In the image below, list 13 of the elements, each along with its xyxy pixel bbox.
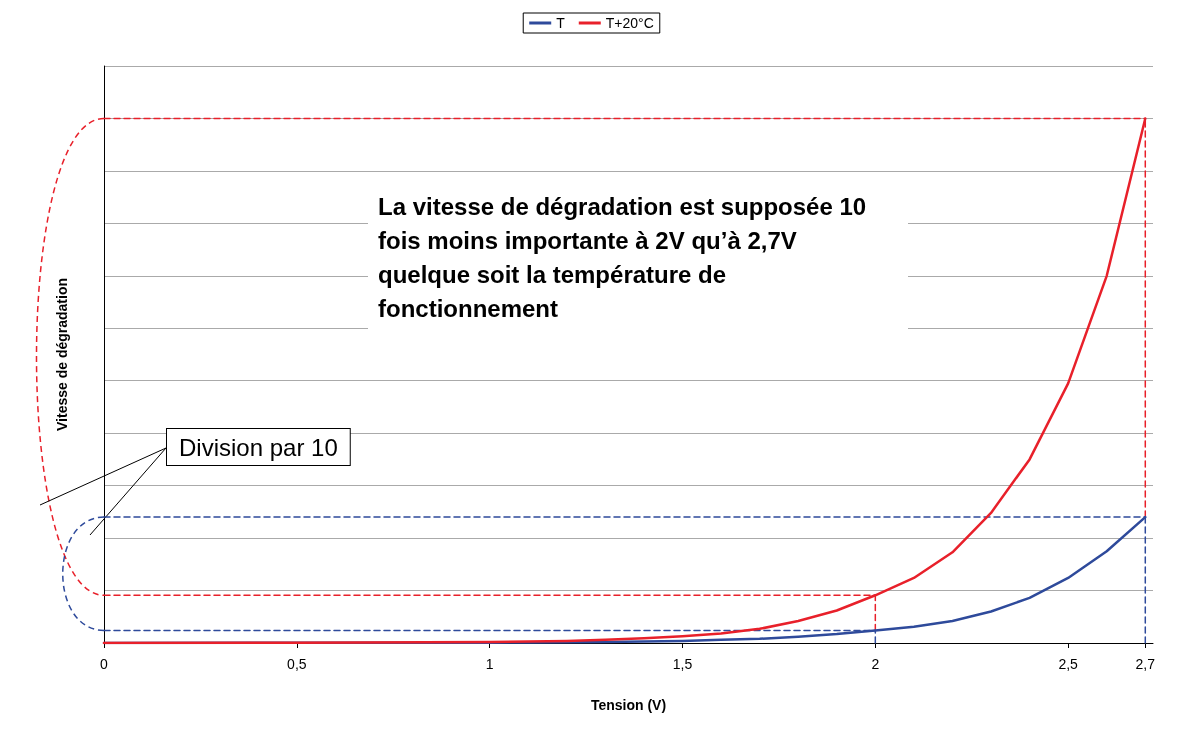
x-tick-label: 2,5 xyxy=(1058,656,1079,672)
x-tick-label: 1,5 xyxy=(672,656,693,672)
x-tick-label: 0,5 xyxy=(287,656,307,672)
legend-label: T+20°C xyxy=(605,15,654,31)
x-tick-label: 0 xyxy=(100,656,109,672)
x-axis-title: Tension (V) xyxy=(590,697,667,713)
annotation: Division par 10 xyxy=(179,433,338,461)
x-tick-label: 2,7 xyxy=(1135,656,1156,672)
y-axis-title: Vitesse de dégradation xyxy=(54,277,70,432)
legend-label: T xyxy=(556,15,566,31)
x-tick-label: 1 xyxy=(485,656,494,672)
annotation: La vitesse de dégradation est supposée 10 fois moins importante à 2V qu’à 2,7V quelque soit la température de fonctionnement xyxy=(378,192,873,322)
x-tick-label: 2 xyxy=(871,656,880,672)
